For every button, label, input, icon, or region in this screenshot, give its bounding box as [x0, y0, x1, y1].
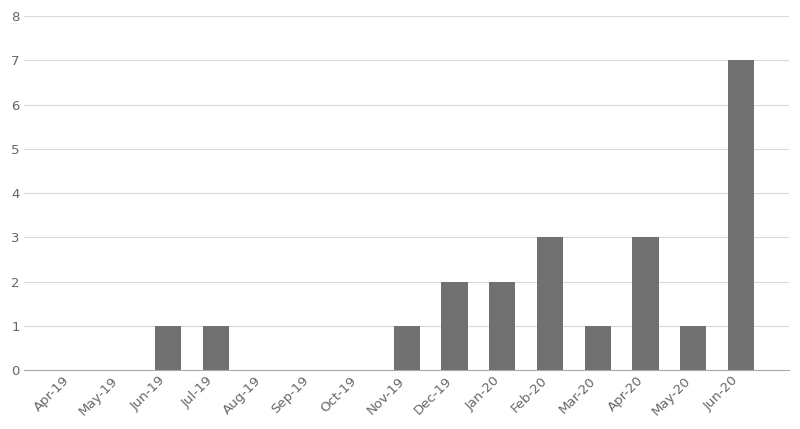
- Bar: [680, 326, 706, 370]
- Bar: [632, 237, 658, 370]
- Bar: [489, 281, 515, 370]
- Bar: [585, 326, 611, 370]
- Bar: [442, 281, 467, 370]
- Bar: [154, 326, 181, 370]
- Bar: [202, 326, 229, 370]
- Bar: [728, 60, 754, 370]
- Bar: [537, 237, 563, 370]
- Bar: [394, 326, 420, 370]
